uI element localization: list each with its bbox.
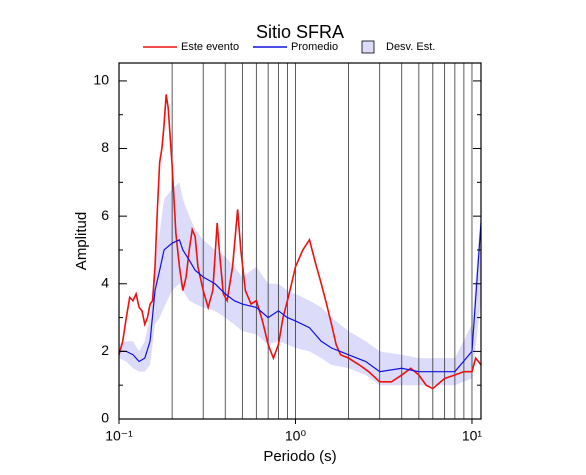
- y-tick-label: 6: [101, 207, 109, 223]
- y-tick-label: 2: [101, 342, 109, 358]
- x-tick-label: 10¹: [462, 428, 483, 444]
- chart-title: Sitio SFRA: [256, 22, 344, 42]
- std-band: [119, 182, 481, 386]
- series-line: [119, 222, 482, 373]
- legend-label: Promedio: [291, 41, 338, 53]
- x-tick-label: 10⁻¹: [105, 428, 133, 444]
- x-axis-label: Periodo (s): [263, 448, 336, 465]
- legend-swatch: [361, 40, 375, 54]
- series-line: [118, 94, 482, 390]
- y-axis-label: Amplitud: [73, 212, 90, 270]
- y-tick-label: 0: [101, 410, 109, 426]
- y-tick-label: 4: [101, 274, 109, 290]
- y-tick-label: 8: [101, 139, 109, 155]
- x-tick-label: 10⁰: [285, 428, 307, 444]
- legend-label: Este evento: [181, 41, 239, 53]
- legend-label: Desv. Est.: [386, 41, 435, 53]
- plot-frame: [118, 62, 482, 420]
- y-tick-label: 10: [93, 72, 109, 88]
